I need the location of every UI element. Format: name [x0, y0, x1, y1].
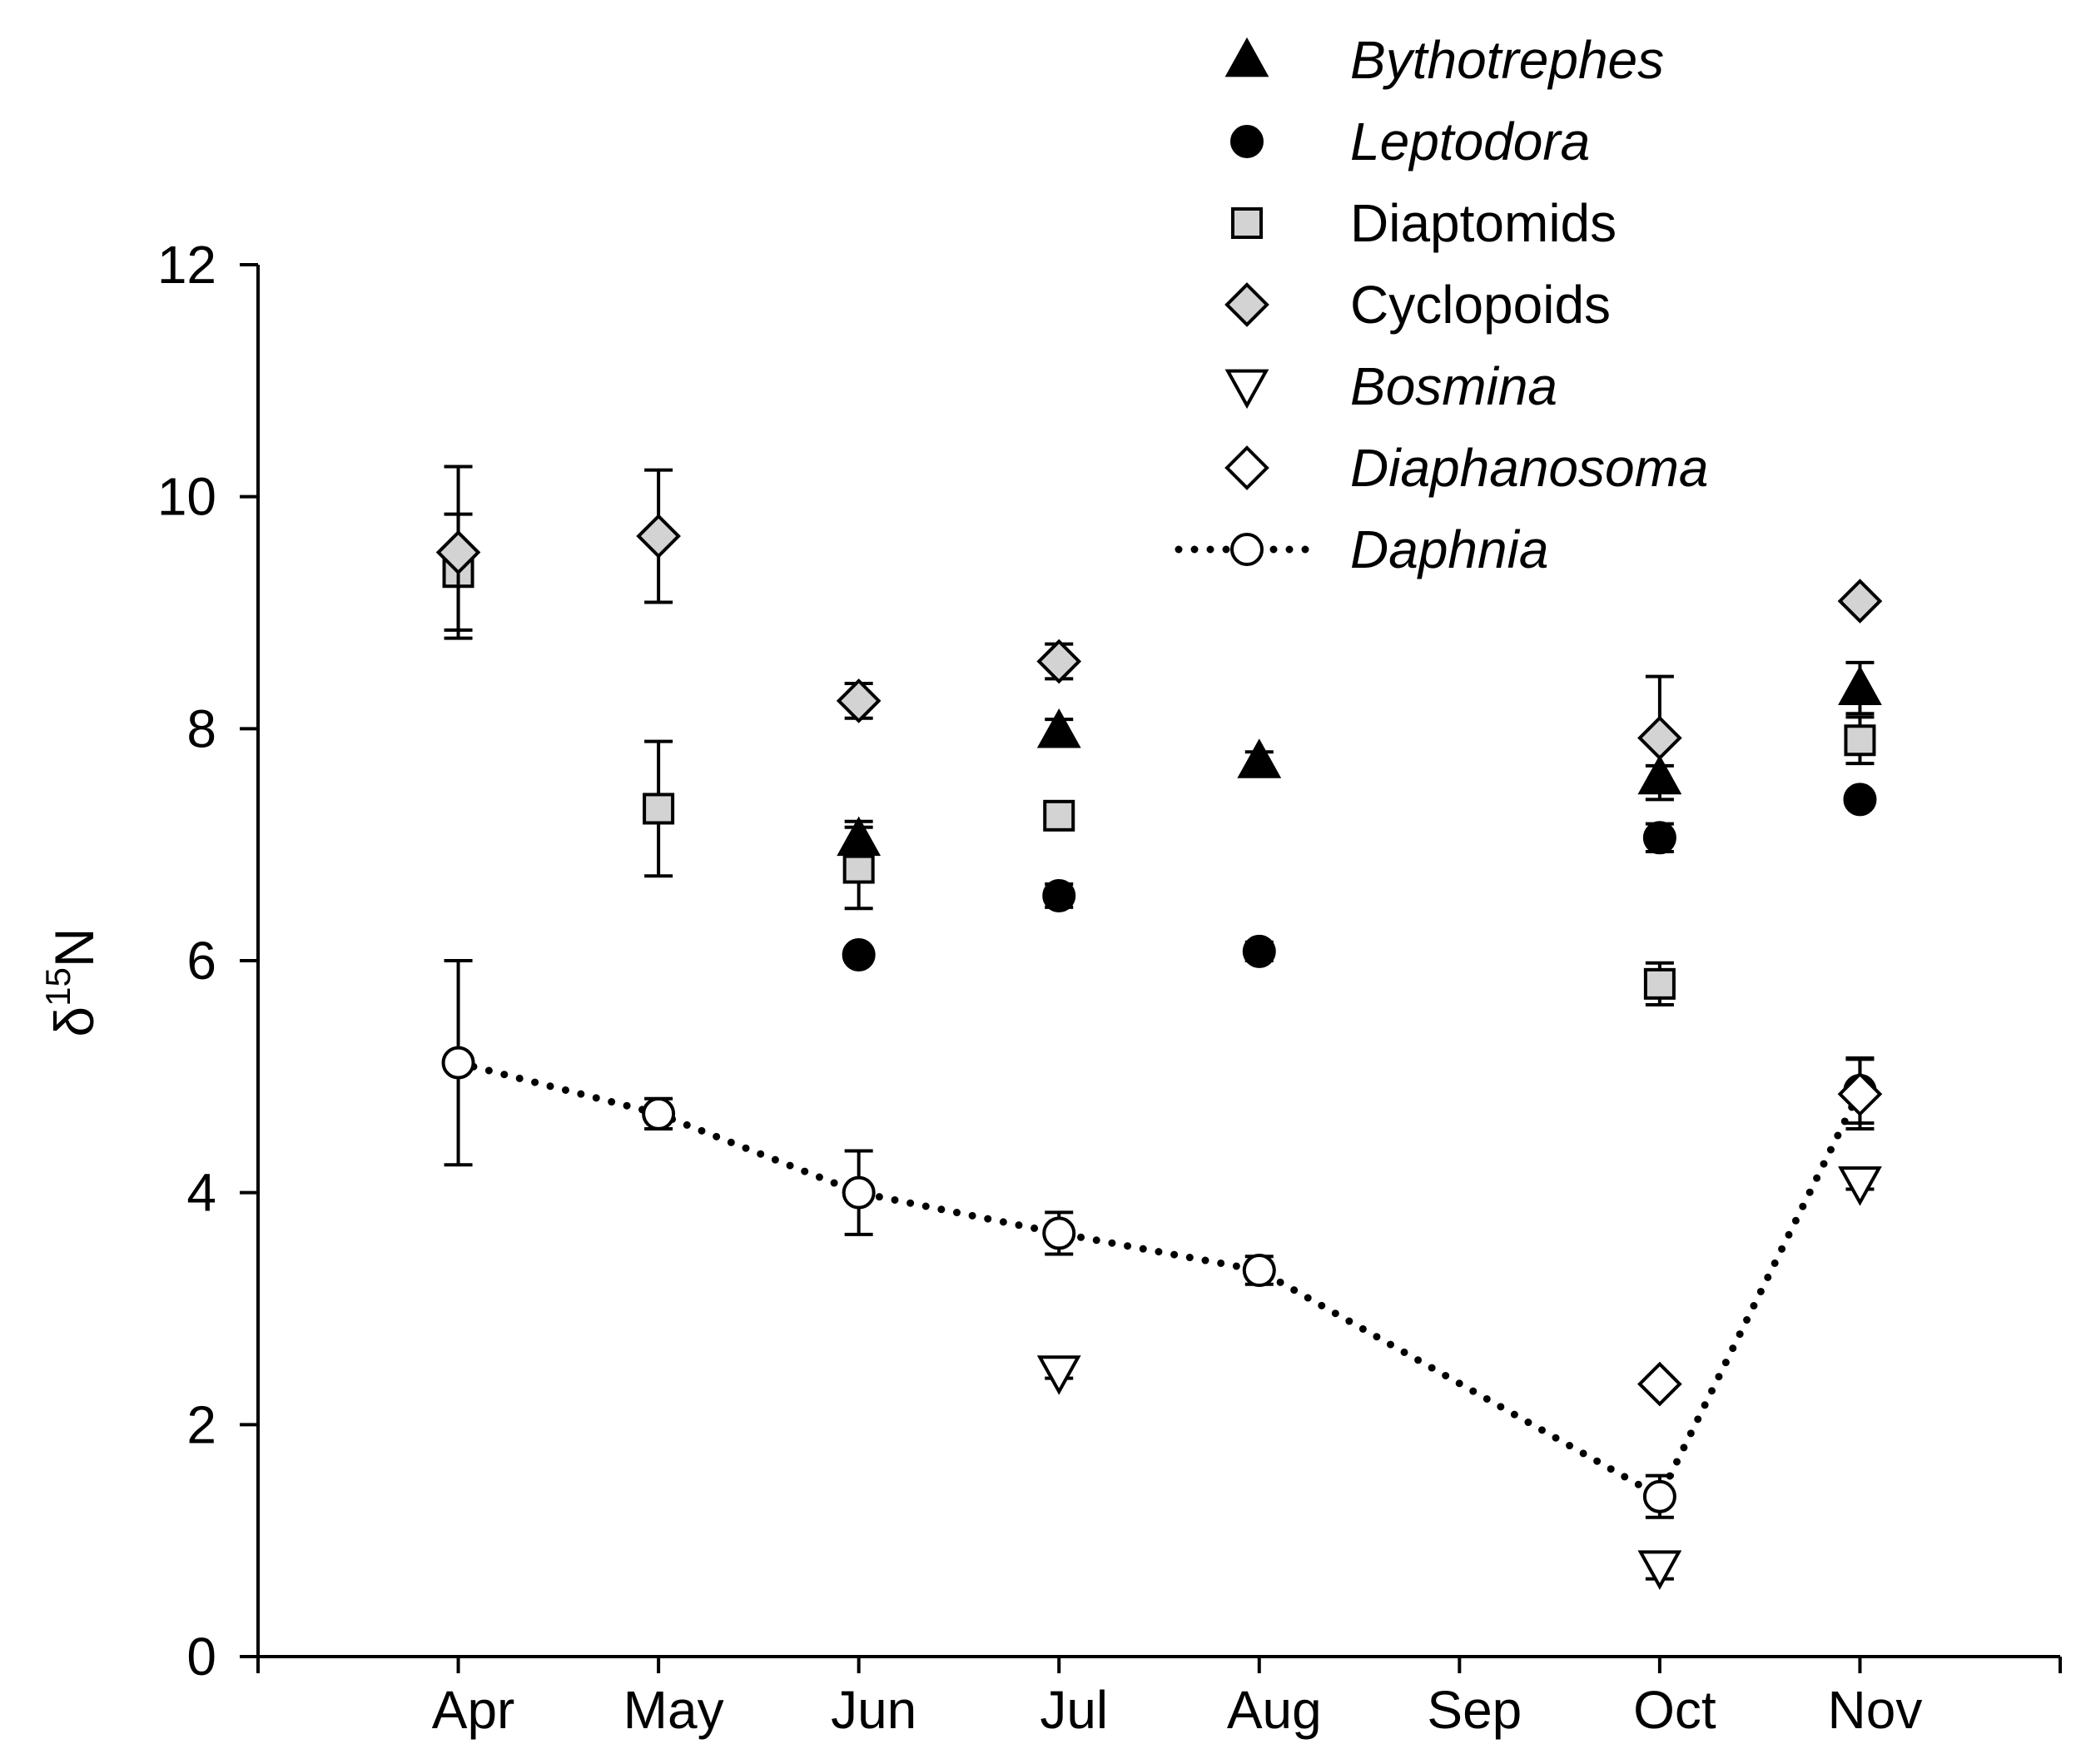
series-daphnia: [441, 959, 1877, 1519]
y-tick-label: 10: [157, 467, 216, 527]
legend-marker-daphnia: [1230, 533, 1264, 566]
legend-marker-bosmina: [1224, 369, 1269, 410]
diaphanosoma-point-nov: [1837, 1071, 1883, 1117]
legend-marker-bythotrephes: [1224, 37, 1269, 77]
legend-label-diaptomids: Diaptomids: [1350, 193, 1617, 253]
data-marks: [435, 465, 1883, 1590]
legend-item-diaptomids: Diaptomids: [1231, 193, 1617, 253]
daphnia-point-jun: [842, 1175, 876, 1210]
axes: 0 2 4 6 8 10 12 Apr May Jun Jul Aug Sep Oct Nov: [157, 235, 2062, 1740]
legend-item-leptodora: Leptodora: [1230, 112, 1590, 171]
x-tick-label: Aug: [1227, 1680, 1322, 1740]
diaptomids-point-may: [643, 793, 675, 825]
y-axis-title-element: N: [43, 927, 105, 967]
x-tick-label: Apr: [432, 1680, 515, 1740]
daphnia-point-apr: [441, 1046, 475, 1080]
series-diaphanosoma: [1637, 1057, 1883, 1407]
y-axis-title-delta: δ: [43, 1006, 105, 1037]
legend-marker-cyclopoids: [1224, 282, 1269, 327]
legend-marker-leptodora: [1230, 125, 1264, 158]
x-tick-label: Jun: [831, 1680, 916, 1740]
bythotrephes-point-jun: [837, 816, 882, 857]
legend-label-bosmina: Bosmina: [1350, 356, 1557, 416]
legend-label-leptodora: Leptodora: [1350, 112, 1590, 171]
daphnia-point-aug: [1242, 1254, 1276, 1288]
legend-item-bosmina: Bosmina: [1224, 356, 1557, 416]
bosmina-point-jul: [1036, 1355, 1081, 1395]
legend-marker-diaphanosoma: [1224, 445, 1269, 490]
y-tick-label: 0: [186, 1627, 216, 1687]
legend-label-diaphanosoma: Diaphanosoma: [1350, 438, 1709, 498]
bosmina-point-nov: [1838, 1166, 1882, 1206]
diaptomids-point-nov: [1844, 724, 1876, 757]
legend-item-daphnia: Daphnia: [1175, 519, 1548, 579]
x-tick-label: May: [623, 1680, 724, 1740]
legend-label-cyclopoids: Cyclopoids: [1350, 275, 1611, 335]
daphnia-point-may: [642, 1096, 676, 1130]
daphnia-point-jul: [1042, 1216, 1076, 1250]
y-tick-label: 12: [157, 235, 216, 295]
cyclopoids-point-apr: [435, 529, 481, 575]
series-bosmina: [1036, 1166, 1882, 1590]
bosmina-point-oct: [1637, 1550, 1682, 1590]
series-leptodora: [842, 783, 1877, 972]
bythotrephes-point-nov: [1838, 665, 1882, 705]
y-tick-label: 4: [186, 1163, 216, 1223]
bythotrephes-point-oct: [1637, 754, 1682, 795]
daphnia-point-oct: [1642, 1479, 1676, 1513]
legend-label-daphnia: Daphnia: [1350, 519, 1548, 579]
diaptomids-point-jul: [1043, 799, 1075, 832]
y-tick-label: 8: [186, 698, 216, 758]
legend-item-bythotrephes: Bythotrephes: [1224, 30, 1664, 90]
y-tick-label: 6: [186, 931, 216, 991]
y-tick-label: 2: [186, 1394, 216, 1454]
series-bythotrephes: [837, 660, 1882, 858]
leptodora-point-jun: [842, 938, 876, 972]
leptodora-point-aug: [1242, 934, 1276, 968]
cyclopoids-point-nov: [1837, 579, 1883, 624]
y-axis-title-superscript: 15: [38, 967, 77, 1006]
leptodora-point-oct: [1642, 821, 1676, 855]
series-cyclopoids: [435, 465, 1883, 802]
legend-label-bythotrephes: Bythotrephes: [1350, 30, 1664, 90]
x-tick-label: Sep: [1427, 1680, 1522, 1740]
leptodora-point-nov: [1843, 783, 1877, 817]
bythotrephes-point-aug: [1237, 738, 1282, 778]
cyclopoids-point-oct: [1637, 715, 1682, 761]
diaptomids-point-jun: [842, 852, 875, 884]
legend: Bythotrephes Leptodora Diaptomids Cyclopoid…: [1175, 30, 1709, 579]
x-tick-label: Jul: [1040, 1680, 1108, 1740]
legend-item-diaphanosoma: Diaphanosoma: [1224, 438, 1709, 498]
x-tick-label: Oct: [1633, 1680, 1716, 1740]
cyclopoids-point-may: [636, 514, 681, 559]
x-tick-label: Nov: [1828, 1680, 1923, 1740]
cyclopoids-point-jun: [836, 678, 882, 723]
diaphanosoma-point-oct: [1637, 1361, 1682, 1407]
cyclopoids-point-jul: [1036, 639, 1082, 684]
y-axis-title: δ15N: [38, 927, 105, 1036]
legend-item-cyclopoids: Cyclopoids: [1224, 275, 1611, 335]
diaptomids-point-oct: [1643, 967, 1676, 1000]
legend-marker-diaptomids: [1231, 207, 1263, 239]
bythotrephes-point-jul: [1036, 708, 1081, 748]
leptodora-point-jul: [1042, 878, 1076, 912]
